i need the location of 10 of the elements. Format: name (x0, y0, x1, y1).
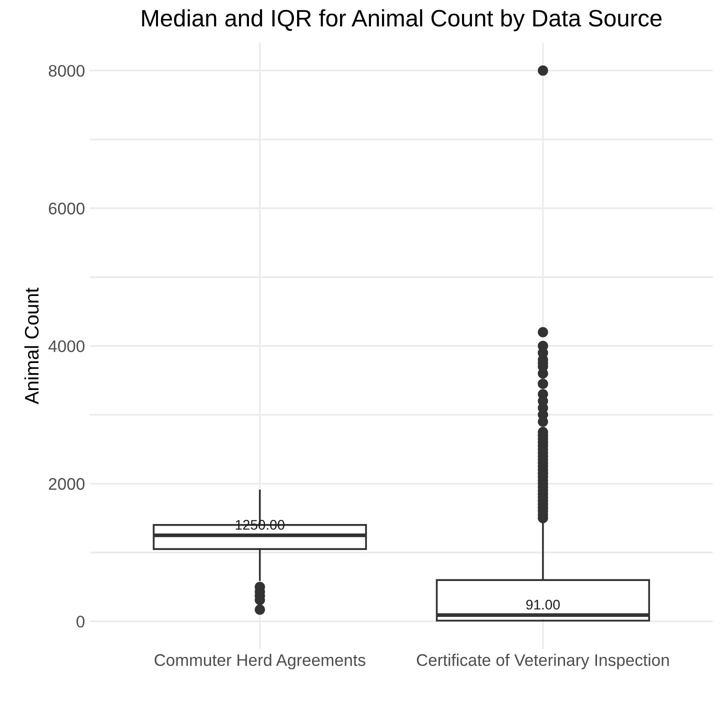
y-tick-label: 8000 (48, 64, 84, 77)
y-axis-title: Animal Count (24, 288, 39, 404)
y-tick-label: 2000 (48, 478, 84, 490)
x-tick-label: Certificate of Veterinary Inspection (416, 654, 669, 670)
chart-title: Median and IQR for Animal Count by Data Source (142, 9, 662, 32)
y-tick-label: 0 (76, 616, 84, 628)
y-tick-label: 6000 (48, 202, 84, 214)
x-tick-label: Commuter Herd Agreements (154, 654, 366, 670)
annotation: 91.00 (526, 600, 560, 610)
y-tick-label: 4000 (48, 340, 84, 352)
